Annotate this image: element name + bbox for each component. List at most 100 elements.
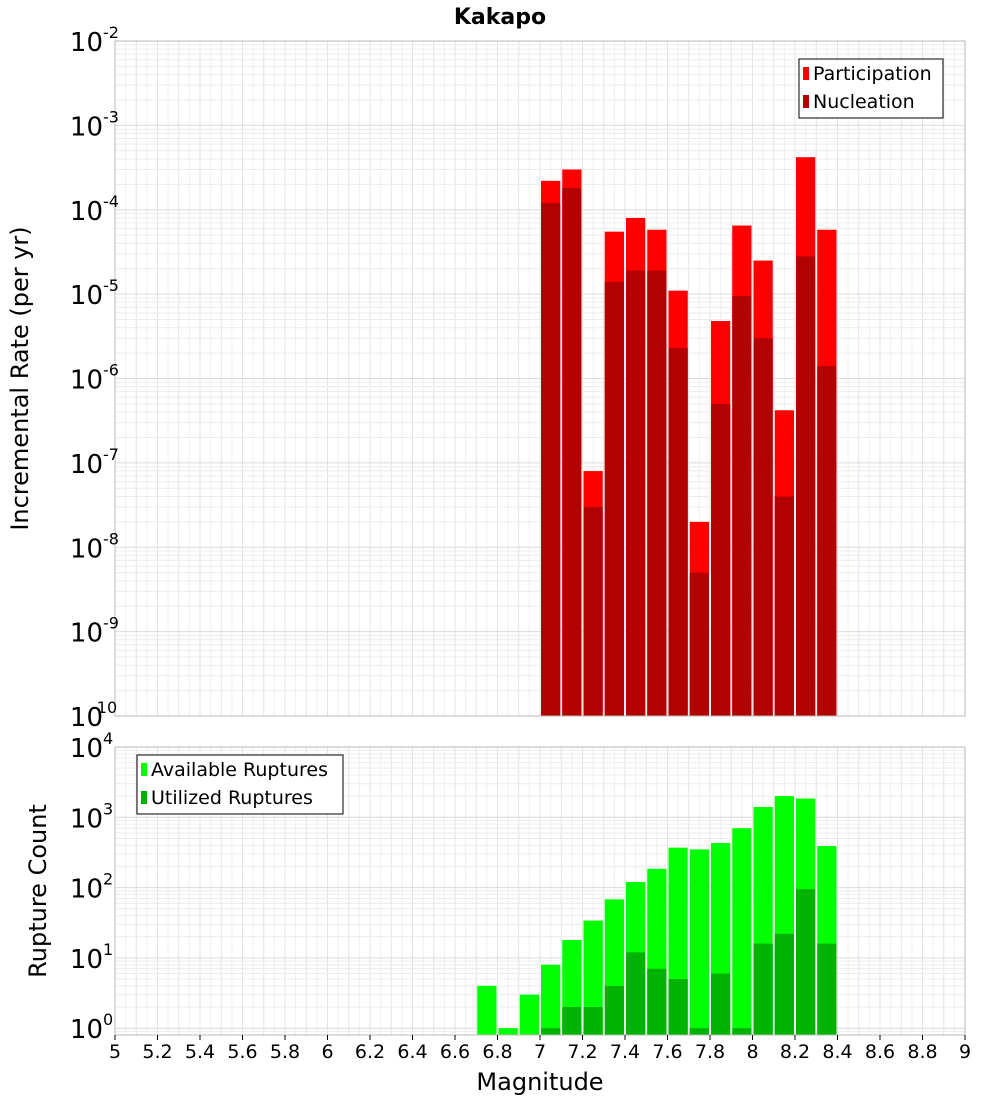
y-tick-label: 10 (70, 1015, 103, 1045)
bar-secondary (732, 1028, 752, 1035)
x-tick-label: 5.2 (142, 1041, 172, 1063)
y-tick-label: 10 (70, 945, 103, 975)
bar-secondary (668, 347, 688, 716)
y-tick-label: 10 (70, 366, 103, 396)
plot-border (114, 40, 966, 717)
bar-secondary (604, 985, 624, 1035)
legend-label: Utilized Ruptures (151, 787, 313, 809)
x-tick-label: 5.6 (227, 1041, 257, 1063)
legend-label: Available Ruptures (151, 759, 328, 781)
y-tick-label: 10 (70, 281, 103, 311)
bar-secondary (817, 943, 837, 1035)
y-tick-label: 10 (70, 197, 103, 227)
y-tick-exponent: -3 (103, 107, 119, 126)
y-tick-label: 10 (70, 534, 103, 564)
y-tick-label: 10 (70, 619, 103, 649)
x-tick-label: 9 (959, 1041, 971, 1063)
y-tick-label: 10 (70, 450, 103, 480)
x-tick-label: 8.4 (822, 1041, 852, 1063)
y-tick-exponent: -7 (103, 445, 119, 464)
y-tick-exponent: -5 (103, 276, 119, 295)
y-tick-label: 10 (70, 875, 103, 905)
bar-secondary (604, 281, 624, 716)
bar-primary (477, 985, 497, 1035)
x-axis-label: Magnitude (476, 1068, 603, 1096)
y-tick-exponent: 3 (103, 799, 113, 818)
bar-secondary (626, 952, 646, 1035)
bar-secondary (647, 270, 667, 716)
bar-secondary (583, 1007, 603, 1035)
y-tick-label: 10 (70, 703, 103, 733)
y-tick-label: 10 (70, 28, 103, 58)
legend-box (136, 754, 344, 815)
y-tick-exponent: -6 (103, 361, 119, 380)
bar-primary (583, 920, 603, 1035)
legend-label: Participation (813, 63, 932, 85)
bar-primary (519, 994, 539, 1035)
x-tick-label: 6.2 (355, 1041, 385, 1063)
x-tick-label: 7.2 (567, 1041, 597, 1063)
y-tick-exponent: -2 (103, 23, 119, 42)
chart-title: Kakapo (454, 5, 546, 30)
bar-secondary (711, 973, 731, 1035)
bar-primary (541, 964, 561, 1035)
y-tick-exponent: 2 (103, 870, 113, 889)
x-tick-label: 8.8 (907, 1041, 937, 1063)
x-tick-label: 8.2 (780, 1041, 810, 1063)
x-tick-label: 6.8 (482, 1041, 512, 1063)
x-tick-label: 6.6 (440, 1041, 470, 1063)
y-tick-label: 10 (70, 112, 103, 142)
bar-secondary (796, 889, 816, 1035)
x-tick-label: 7.8 (695, 1041, 725, 1063)
x-tick-label: 5 (109, 1041, 121, 1063)
y-tick-exponent: -4 (103, 192, 119, 211)
y-tick-exponent: -9 (103, 614, 119, 633)
bar-primary (732, 828, 752, 1035)
y-tick-label: 10 (70, 734, 103, 764)
legend-swatch (803, 67, 809, 80)
y-axis-label: Incremental Rate (per yr) (6, 226, 34, 530)
legend-box (798, 58, 944, 119)
x-tick-label: 5.4 (185, 1041, 215, 1063)
bar-secondary (753, 338, 773, 716)
bar-secondary (732, 296, 752, 716)
x-tick-label: 7 (534, 1041, 546, 1063)
x-tick-label: 6 (321, 1041, 333, 1063)
bar-secondary (647, 968, 667, 1035)
legend-swatch (141, 763, 147, 776)
y-tick-exponent: -8 (103, 529, 119, 548)
bar-primary (689, 849, 709, 1035)
bar-secondary (668, 979, 688, 1035)
y-axis-label: Rupture Count (24, 804, 52, 978)
bar-secondary (753, 943, 773, 1035)
y-tick-exponent: 1 (103, 940, 113, 959)
legend-swatch (803, 95, 809, 108)
legend-label: Nucleation (813, 91, 915, 113)
bar-secondary (774, 933, 794, 1035)
bar-secondary (774, 496, 794, 716)
bar-secondary (562, 1007, 582, 1035)
bar-secondary (626, 270, 646, 716)
x-tick-label: 6.4 (397, 1041, 427, 1063)
x-tick-label: 7.6 (652, 1041, 682, 1063)
legend-swatch (141, 791, 147, 804)
bar-secondary (689, 572, 709, 716)
bar-secondary (562, 188, 582, 717)
bar-primary (498, 1028, 518, 1035)
x-tick-label: 5.8 (270, 1041, 300, 1063)
y-tick-exponent: -10 (91, 698, 117, 717)
y-tick-exponent: 4 (103, 729, 113, 748)
y-tick-label: 10 (70, 804, 103, 834)
bar-secondary (541, 203, 561, 716)
bar-secondary (711, 403, 731, 716)
bar-secondary (583, 506, 603, 716)
x-tick-label: 8 (746, 1041, 758, 1063)
bar-secondary (817, 366, 837, 716)
x-tick-label: 8.6 (865, 1041, 895, 1063)
bar-secondary (541, 1028, 561, 1035)
x-tick-label: 7.4 (610, 1041, 640, 1063)
bar-secondary (796, 256, 816, 716)
y-tick-exponent: 0 (103, 1010, 113, 1029)
